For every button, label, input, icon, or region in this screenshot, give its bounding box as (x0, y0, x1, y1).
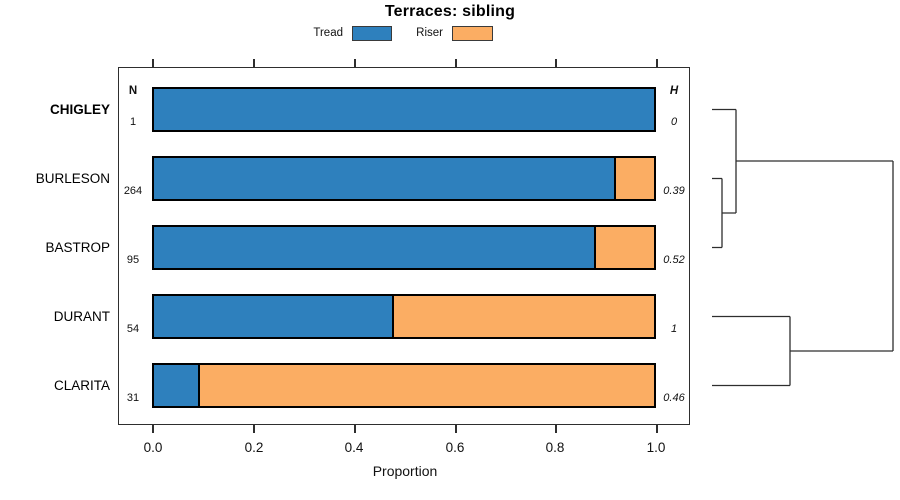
bottom-tick (152, 425, 154, 433)
x-tick-label: 0.0 (143, 440, 163, 455)
x-axis-title: Proportion (372, 463, 438, 479)
bar-segment-tread (152, 225, 596, 270)
chart-title: Terraces: sibling (384, 3, 516, 20)
top-tick (253, 59, 255, 67)
legend-swatch-riser (452, 26, 493, 41)
bar-row (152, 363, 656, 408)
n-value: 31 (126, 392, 140, 404)
legend-label-riser: Riser (416, 27, 443, 39)
top-tick (555, 59, 557, 67)
bottom-tick (555, 425, 557, 433)
bar-segment-tread (152, 87, 656, 132)
h-column-header: H (669, 85, 679, 97)
bottom-tick (253, 425, 255, 433)
row-label: DURANT (53, 309, 110, 324)
bar-row (152, 87, 656, 132)
n-value: 54 (126, 323, 140, 335)
top-tick (354, 59, 356, 67)
h-value: 1 (670, 323, 678, 335)
bar-segment-riser (198, 363, 656, 408)
x-tick-label: 0.8 (545, 440, 565, 455)
bar-segment-riser (614, 156, 656, 201)
bar-segment-riser (594, 225, 656, 270)
n-column-header: N (128, 85, 138, 97)
x-tick-label: 0.6 (445, 440, 465, 455)
bar-segment-riser (392, 294, 656, 339)
bar-row (152, 156, 656, 201)
legend-label-tread: Tread (313, 27, 343, 39)
x-tick-label: 0.4 (344, 440, 364, 455)
top-tick (152, 59, 154, 67)
dendrogram-bottom-cluster-links (712, 315, 893, 387)
bar-row (152, 225, 656, 270)
dendrogram-top-cluster-links (712, 108, 893, 249)
bar-segment-tread (152, 363, 200, 408)
top-tick (455, 59, 457, 67)
row-label: CLARITA (53, 378, 110, 393)
bottom-tick (656, 425, 658, 433)
h-value: 0.52 (663, 254, 685, 266)
h-value: 0.39 (663, 185, 685, 197)
row-label: BASTROP (45, 240, 110, 255)
top-tick (656, 59, 658, 67)
n-value: 264 (123, 185, 143, 197)
row-label: BURLESON (35, 171, 110, 186)
bottom-tick (354, 425, 356, 433)
bar-segment-tread (152, 156, 616, 201)
bottom-tick (455, 425, 457, 433)
row-label: CHIGLEY (49, 102, 110, 117)
x-tick-label: 1.0 (646, 440, 666, 455)
h-value: 0 (670, 116, 678, 128)
x-tick-label: 0.2 (244, 440, 264, 455)
n-value: 95 (126, 254, 140, 266)
legend-swatch-tread (352, 26, 392, 41)
bar-segment-tread (152, 294, 394, 339)
bar-row (152, 294, 656, 339)
h-value: 0.46 (663, 392, 685, 404)
n-value: 1 (129, 116, 137, 128)
